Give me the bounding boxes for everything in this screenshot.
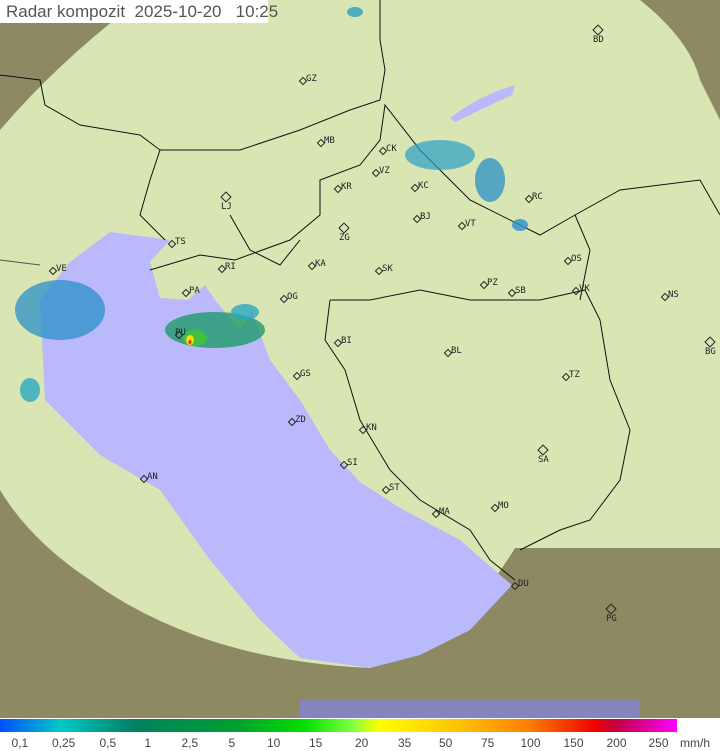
legend-label: 150 <box>563 736 584 750</box>
city-label-lj: LJ <box>221 202 232 212</box>
title-text: Radar kompozit <box>6 2 126 21</box>
city-label-bi: BI <box>341 336 352 346</box>
city-label-st: ST <box>389 483 400 493</box>
legend-label: 0,5 <box>99 736 117 750</box>
city-label-bg: BG <box>705 347 716 357</box>
country-borders <box>0 0 720 581</box>
legend-label: 20 <box>355 736 369 750</box>
city-label-gz: GZ <box>306 74 317 84</box>
legend-label: 0,25 <box>52 736 76 750</box>
city-label-ts: TS <box>175 237 186 247</box>
city-label-ma: MA <box>439 507 450 517</box>
legend-label: 1 <box>144 736 152 750</box>
city-label-du: DU <box>518 579 529 589</box>
city-label-kr: KR <box>341 182 352 192</box>
city-label-kn: KN <box>366 423 377 433</box>
city-label-vz: VZ <box>379 166 390 176</box>
city-label-si: SI <box>347 458 358 468</box>
city-label-bd: BD <box>593 35 604 45</box>
legend-label: 15 <box>309 736 323 750</box>
city-label-kc: KC <box>418 181 429 191</box>
city-label-bj: BJ <box>420 212 431 222</box>
legend-label: 200 <box>606 736 627 750</box>
city-label-sa: SA <box>538 455 549 465</box>
legend-label: 250 <box>648 736 669 750</box>
legend-label: 5 <box>228 736 236 750</box>
radar-echoes <box>15 7 528 402</box>
title-date: 2025-10-20 <box>134 2 222 21</box>
legend-unit: mm/h <box>680 736 710 750</box>
legend-label: 10 <box>267 736 281 750</box>
title-time: 10:25 <box>235 2 279 21</box>
legend-color-scale <box>0 719 677 732</box>
city-label-ri: RI <box>225 262 236 272</box>
city-label-gs: GS <box>300 369 311 379</box>
city-label-vt: VT <box>465 219 476 229</box>
city-label-mb: MB <box>324 136 335 146</box>
city-label-bl: BL <box>451 346 462 356</box>
city-label-ve: VE <box>56 264 67 274</box>
city-label-mo: MO <box>498 501 509 511</box>
legend-label: 100 <box>520 736 541 750</box>
city-label-zg: ZG <box>339 233 350 243</box>
city-label-rc: RC <box>532 192 543 202</box>
city-label-zd: ZD <box>295 415 306 425</box>
city-label-pg: PG <box>606 614 617 624</box>
legend-label: 2,5 <box>181 736 199 750</box>
city-label-og: OG <box>287 292 298 302</box>
lake-balaton <box>450 85 515 122</box>
map-title: Radar kompozit 2025-10-20 10:25 <box>0 0 278 23</box>
city-label-sb: SB <box>515 286 526 296</box>
city-label-ns: NS <box>668 290 679 300</box>
city-label-sk: SK <box>382 264 393 274</box>
city-label-ka: KA <box>315 259 326 269</box>
map-canvas <box>0 0 720 718</box>
city-label-an: AN <box>147 472 158 482</box>
city-label-pa: PA <box>189 286 200 296</box>
city-label-vk: VK <box>579 284 590 294</box>
legend-label: 0,1 <box>11 736 29 750</box>
city-label-pu: PU <box>175 328 186 338</box>
city-label-tz: TZ <box>569 370 580 380</box>
legend-label: 75 <box>481 736 495 750</box>
legend-label: 50 <box>439 736 453 750</box>
adriatic-sea <box>40 232 512 668</box>
legend-label: 35 <box>398 736 412 750</box>
city-label-pz: PZ <box>487 278 498 288</box>
outside-sea <box>300 700 640 718</box>
city-label-ck: CK <box>386 144 397 154</box>
city-label-os: OS <box>571 254 582 264</box>
